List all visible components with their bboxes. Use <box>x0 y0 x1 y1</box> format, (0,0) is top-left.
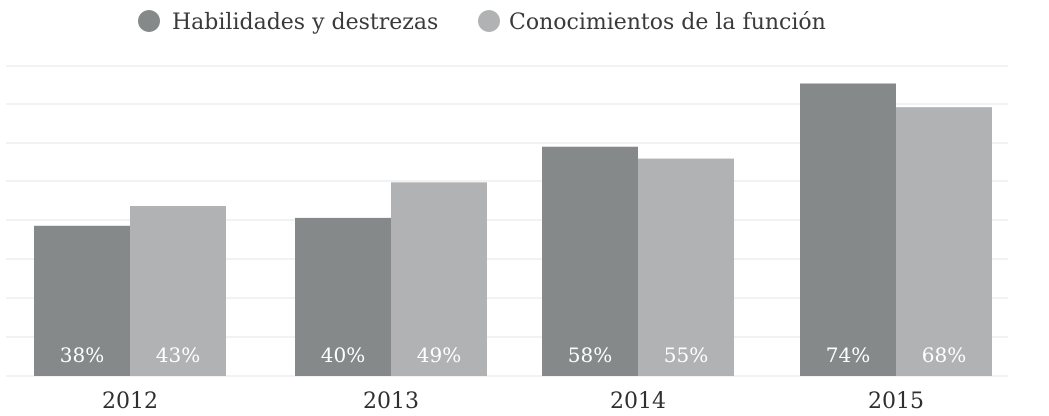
x-tick-label: 2015 <box>868 389 924 414</box>
data-label: 38% <box>60 343 104 367</box>
bar <box>800 83 896 376</box>
bar <box>391 182 487 376</box>
data-label: 58% <box>568 343 612 367</box>
bar <box>34 225 130 376</box>
x-tick-label: 2013 <box>363 389 419 414</box>
x-tick-label: 2014 <box>610 389 666 414</box>
data-labels: 38% 43% 40% 49% 58% 55% 74% 68% <box>60 343 966 367</box>
bar <box>295 217 391 376</box>
data-label: 49% <box>417 343 461 367</box>
bars <box>34 83 992 376</box>
legend-swatch <box>138 10 160 32</box>
bar <box>542 146 638 376</box>
data-label: 74% <box>826 343 870 367</box>
x-tick-label: 2012 <box>102 389 158 414</box>
legend-label: Habilidades y destrezas <box>172 10 438 35</box>
legend-label: Conocimientos de la función <box>509 10 826 35</box>
data-label: 40% <box>321 343 365 367</box>
data-label: 68% <box>922 343 966 367</box>
legend-swatch <box>478 10 500 32</box>
data-label: 55% <box>664 343 708 367</box>
bar <box>638 158 734 376</box>
bar <box>130 206 226 376</box>
x-axis-ticks: 2012 2013 2014 2015 <box>102 389 924 414</box>
legend: Habilidades y destrezas Conocimientos de … <box>138 10 826 35</box>
data-label: 43% <box>156 343 200 367</box>
bar <box>896 107 992 376</box>
